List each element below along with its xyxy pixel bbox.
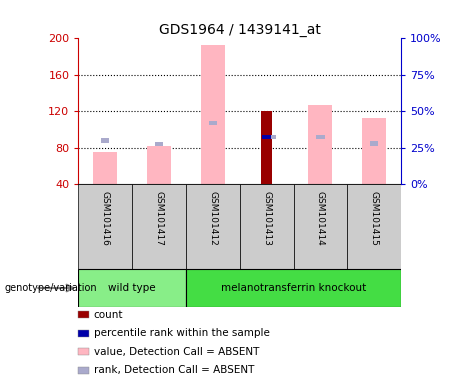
Text: GSM101412: GSM101412 [208,191,217,246]
Bar [201,45,225,184]
Bar [208,121,217,126]
Title: GDS1964 / 1439141_at: GDS1964 / 1439141_at [159,23,321,37]
Bar [271,135,276,139]
Bar [155,142,163,146]
Bar [262,135,271,139]
Text: wild type: wild type [108,283,156,293]
Text: GSM101415: GSM101415 [370,191,378,246]
Bar [186,269,401,307]
Bar [370,141,378,146]
Text: GSM101413: GSM101413 [262,191,271,246]
Bar [261,111,272,184]
Bar [147,146,171,184]
Bar [93,152,118,184]
Bar [101,138,110,143]
Text: percentile rank within the sample: percentile rank within the sample [94,328,270,338]
Bar [132,184,186,269]
Text: GSM101414: GSM101414 [316,191,325,246]
Text: genotype/variation: genotype/variation [5,283,97,293]
Text: GSM101417: GSM101417 [154,191,164,246]
Text: melanotransferrin knockout: melanotransferrin knockout [221,283,366,293]
Text: GSM101416: GSM101416 [101,191,110,246]
Text: value, Detection Call = ABSENT: value, Detection Call = ABSENT [94,347,259,357]
Bar [362,118,386,184]
Bar [347,184,401,269]
Bar [308,105,332,184]
Bar [78,184,132,269]
Text: rank, Detection Call = ABSENT: rank, Detection Call = ABSENT [94,365,254,375]
Bar [316,135,325,139]
Bar [186,184,240,269]
Text: count: count [94,310,123,320]
Bar [294,184,347,269]
Bar [78,269,186,307]
Bar [240,184,294,269]
